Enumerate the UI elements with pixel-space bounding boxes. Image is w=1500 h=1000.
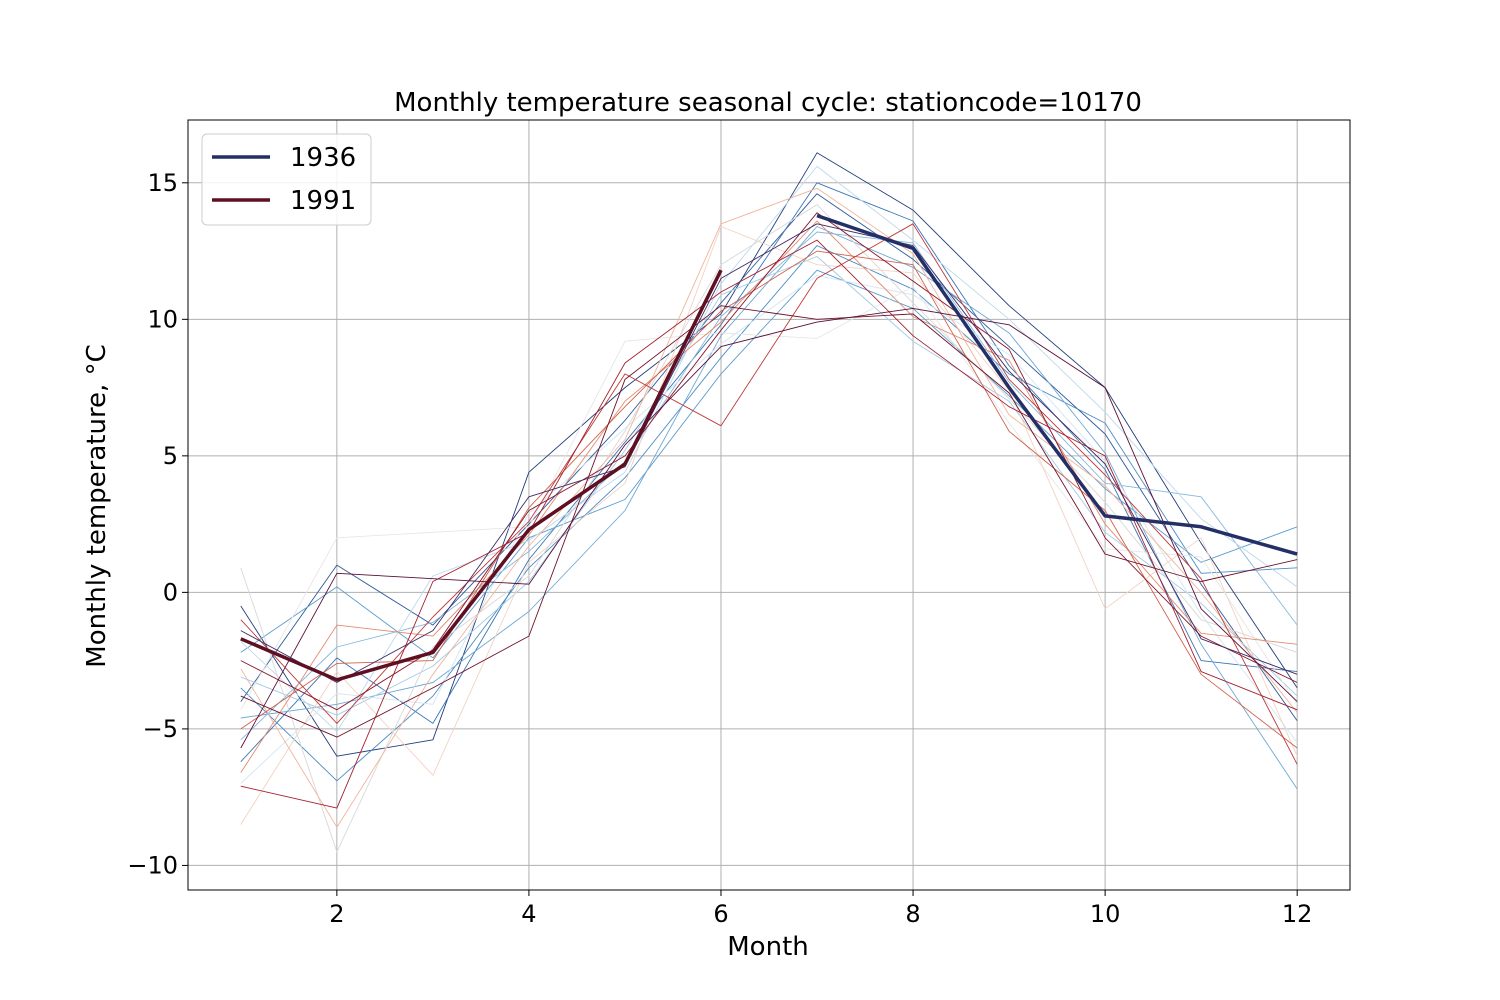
y-tick-label: 10 <box>147 305 178 333</box>
x-tick-label: 8 <box>905 900 920 928</box>
y-tick-label: −5 <box>143 715 178 743</box>
x-tick-label: 2 <box>329 900 344 928</box>
series-line <box>240 152 1298 757</box>
ticks: 2 4 6 8 10 12 −10 −5 0 5 10 15 <box>127 169 1312 928</box>
series-line <box>240 286 1298 711</box>
y-tick-label: 15 <box>147 169 178 197</box>
series-line <box>240 165 1298 733</box>
series-layer <box>240 152 1298 853</box>
legend-label-1936: 1936 <box>290 143 356 173</box>
series-line-1991 <box>240 269 723 682</box>
series-line <box>240 250 1298 749</box>
series-line <box>240 245 1298 782</box>
series-line <box>240 226 1298 825</box>
series-line <box>240 256 1298 716</box>
series-line <box>240 305 1298 738</box>
series-line <box>240 307 1298 749</box>
series-line <box>240 182 1298 763</box>
series-line <box>240 193 1298 721</box>
x-tick-label: 6 <box>713 900 728 928</box>
x-axis-label: Month <box>727 932 809 962</box>
series-line-1936 <box>816 213 1298 556</box>
series-line <box>240 275 1298 784</box>
series-line <box>240 239 1298 809</box>
y-tick-label: 0 <box>163 578 178 606</box>
chart-title: Monthly temperature seasonal cycle: stat… <box>394 88 1142 118</box>
series-line <box>240 269 1298 659</box>
plot-frame <box>187 119 1351 891</box>
series-line <box>240 187 1298 828</box>
legend-label-1991: 1991 <box>290 186 356 216</box>
y-tick-label: 5 <box>163 442 178 470</box>
y-tick-label: −10 <box>127 851 178 879</box>
series-line <box>240 226 1298 790</box>
x-tick-label: 4 <box>521 900 536 928</box>
x-tick-label: 12 <box>1282 900 1313 928</box>
series-line <box>240 204 1298 853</box>
grid <box>188 120 1350 890</box>
series-line <box>240 231 1298 741</box>
x-tick-label: 10 <box>1090 900 1121 928</box>
y-axis-label: Monthly temperature, °C <box>82 344 112 667</box>
series-line <box>240 212 1298 711</box>
series-line <box>240 223 1298 683</box>
legend: 1936 1991 <box>201 133 372 226</box>
